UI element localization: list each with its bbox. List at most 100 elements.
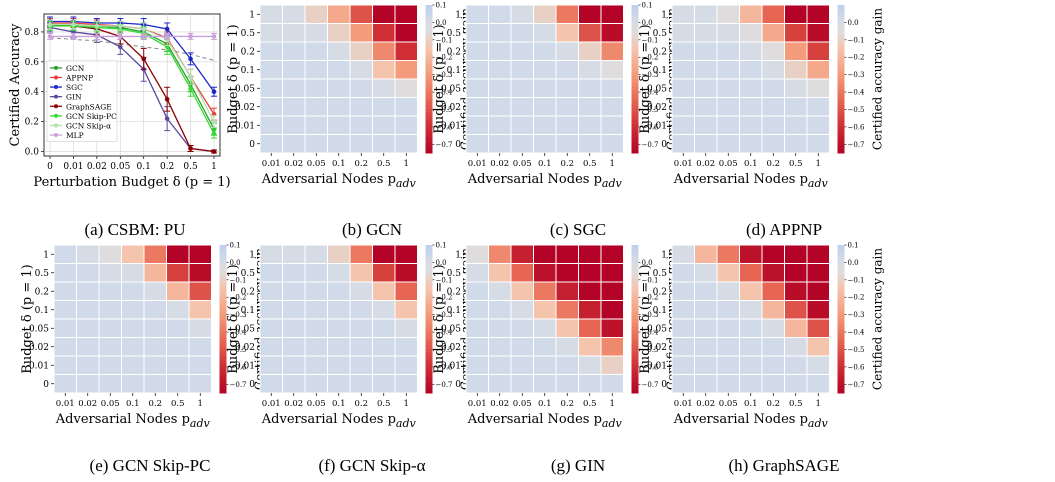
colorbar-tick-label: −0.4	[642, 329, 660, 337]
colorbar-tick-label: 0.1	[436, 2, 447, 10]
colorbar-segment	[837, 370, 845, 375]
y-tick-label: 0.2	[35, 287, 49, 297]
colorbar-segment	[631, 30, 639, 36]
heatmap-cell	[121, 355, 145, 375]
colorbar-segment	[425, 381, 433, 387]
colorbar-segment	[837, 67, 845, 73]
heatmap-cell	[671, 60, 695, 80]
colorbar-segment	[425, 19, 433, 24]
colorbar-segment	[219, 252, 227, 257]
colorbar-segment	[425, 45, 433, 50]
heatmap-cell	[394, 355, 418, 375]
heatmap-cell	[600, 41, 624, 61]
heatmap-cell	[784, 97, 808, 117]
colorbar-segment	[837, 16, 845, 21]
heatmap-cell	[510, 337, 534, 357]
heatmap-cell	[510, 41, 534, 61]
heatmap-cell	[761, 374, 785, 394]
colorbar-segment	[837, 134, 845, 139]
colorbar-segment	[425, 367, 433, 372]
heatmap-cell	[555, 97, 579, 117]
colorbar-tick-label: −0.6	[230, 363, 248, 371]
heatmap-cell	[349, 41, 373, 61]
heatmap-cell	[739, 244, 763, 264]
heatmap-cell	[555, 41, 579, 61]
colorbar-segment	[837, 119, 845, 124]
colorbar-segment	[837, 45, 845, 50]
y-tick-label: 0.2	[241, 287, 255, 297]
colorbar-segment	[837, 307, 845, 313]
heatmap-cell	[739, 41, 763, 61]
heatmap-cell	[53, 318, 77, 338]
x-axis-label: Adversarial Nodes padv	[55, 412, 211, 430]
heatmap-cell	[784, 4, 808, 24]
heatmap-cell	[488, 337, 512, 357]
x-tick-label: 0.1	[744, 399, 758, 409]
y-tick-label: 0.05	[235, 324, 255, 334]
colorbar-tick-label: −0.1	[848, 276, 865, 284]
heatmap-cell	[394, 4, 418, 24]
x-tick-label: 0.05	[307, 159, 326, 169]
colorbar-segment	[631, 108, 639, 113]
colorbar-segment	[425, 245, 433, 250]
heatmap-cell	[394, 300, 418, 320]
heatmap-cell	[739, 300, 763, 320]
heatmap-cell	[600, 115, 624, 135]
heatmap-cell	[349, 281, 373, 301]
heatmap-cell	[694, 318, 718, 338]
colorbar-segment	[631, 16, 639, 21]
heatmap-cell	[761, 4, 785, 24]
legend-marker	[54, 65, 58, 70]
heatmap-cell	[600, 281, 624, 301]
y-tick-label: 0.01	[647, 121, 667, 131]
heatmap-cell	[327, 115, 351, 135]
colorbar-segment	[837, 348, 845, 353]
colorbar-tick-label: −0.4	[436, 329, 454, 337]
colorbar-segment	[631, 300, 639, 305]
colorbar-segment	[631, 127, 639, 132]
colorbar-tick-label: −0.5	[848, 346, 865, 354]
colorbar-segment	[425, 119, 433, 124]
heatmap-cell	[465, 60, 489, 80]
legend-entry: GIN	[66, 93, 82, 102]
colorbar-segment	[425, 307, 433, 313]
heatmap-cell	[121, 263, 145, 283]
x-tick-label: 0.5	[789, 399, 803, 409]
heatmap-cell	[327, 60, 351, 80]
legend-box	[46, 60, 118, 142]
heatmap-cell	[372, 300, 396, 320]
heatmap-cell	[784, 41, 808, 61]
y-tick-label: 0.1	[35, 306, 49, 316]
legend-marker	[54, 75, 58, 80]
heatmap-cell	[304, 97, 328, 117]
y-tick-label: 0.05	[647, 324, 667, 334]
heatmap-cell	[761, 337, 785, 357]
heatmap-cell	[259, 337, 283, 357]
heatmap-cell	[510, 281, 534, 301]
heatmap-cell	[282, 134, 306, 154]
colorbar-segment	[219, 296, 227, 301]
heatmap-cell	[806, 263, 830, 283]
heatmap-cell	[465, 374, 489, 394]
colorbar-segment	[631, 141, 639, 147]
colorbar-segment	[837, 352, 845, 357]
colorbar-segment	[837, 27, 845, 32]
colorbar-segment	[425, 86, 433, 91]
x-axis-label: Perturbation Budget δ (p = 1)	[33, 175, 230, 190]
y-tick-label: 0.1	[241, 66, 255, 76]
heatmap-cell	[259, 318, 283, 338]
heatmap-cell	[372, 318, 396, 338]
x-tick-label: 0.2	[766, 399, 780, 409]
y-tick-label: 0.01	[235, 121, 255, 131]
colorbar-tick-label: 0.1	[436, 242, 447, 250]
colorbar-segment	[219, 259, 227, 264]
heatmap-cell	[98, 244, 122, 264]
heatmap-cell	[465, 337, 489, 357]
heatmap-cell	[465, 115, 489, 135]
heatmap-cell	[510, 244, 534, 264]
colorbar-segment	[219, 363, 227, 368]
heatmap-cell	[372, 41, 396, 61]
heatmap-cell	[533, 41, 557, 61]
